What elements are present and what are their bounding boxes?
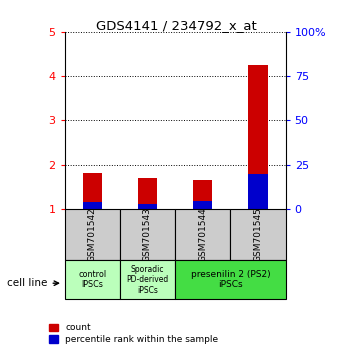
Text: cell line: cell line [7,278,47,288]
Text: Sporadic
PD-derived
iPSCs: Sporadic PD-derived iPSCs [126,265,169,295]
Bar [120,260,175,299]
Legend: count, percentile rank within the sample: count, percentile rank within the sample [45,320,222,348]
Bar [175,209,231,260]
Text: GSM701542: GSM701542 [88,207,97,262]
Bar [138,204,157,209]
Bar [193,180,212,209]
Text: control
IPSCs: control IPSCs [78,270,106,289]
Text: GSM701543: GSM701543 [143,207,152,262]
Text: GSM701544: GSM701544 [198,207,207,262]
Bar [231,209,286,260]
Bar [120,209,175,260]
Bar [248,175,268,209]
Bar [138,178,157,209]
Text: presenilin 2 (PS2)
iPSCs: presenilin 2 (PS2) iPSCs [190,270,270,289]
Bar [83,173,102,209]
Bar [193,201,212,209]
Bar [65,260,120,299]
Bar [248,65,268,209]
Bar [175,260,286,299]
Bar [83,202,102,209]
Bar [65,209,120,260]
Text: GSM701545: GSM701545 [254,207,262,262]
Text: GDS4141 / 234792_x_at: GDS4141 / 234792_x_at [97,19,257,33]
